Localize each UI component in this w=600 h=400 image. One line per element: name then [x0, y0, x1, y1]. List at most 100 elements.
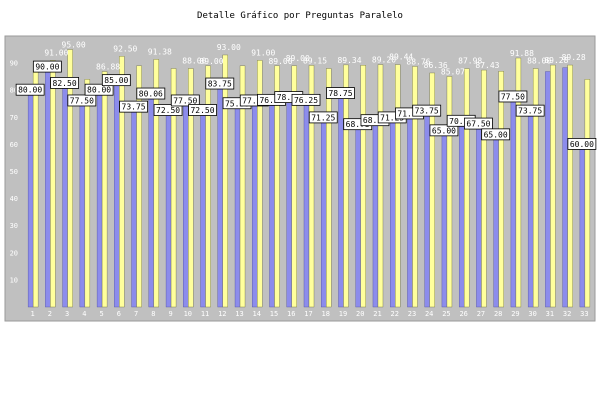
data-label: 89.28	[562, 53, 586, 62]
y-tick-label: 80	[10, 87, 18, 95]
x-tick-label: 21	[373, 310, 381, 318]
x-axis-ticks: 1 2 3 4 5 6 7 8 9 10 11 12 13 14 15 16 17 18 19 20 21 22 23 24 2…	[31, 310, 589, 318]
data-label: 71.25	[397, 109, 421, 118]
data-label-box	[515, 104, 545, 117]
x-tick-label: 28	[494, 310, 502, 318]
bar-series-yellow	[136, 65, 142, 308]
data-label: 78.75	[328, 89, 352, 98]
data-label-box	[101, 74, 131, 87]
x-tick-label: 14	[253, 310, 261, 318]
x-tick-label: 11	[201, 310, 209, 318]
data-label: 77.50	[70, 96, 94, 105]
bar-series-yellow	[153, 59, 160, 308]
data-label: 73.75	[518, 107, 542, 116]
data-label: 68.75	[346, 120, 370, 129]
x-tick-label: 18	[322, 310, 330, 318]
data-label: 90.00	[35, 63, 59, 72]
bar-series-yellow	[481, 69, 487, 308]
data-label: 77.50	[242, 96, 266, 105]
x-tick-label: 32	[563, 310, 571, 318]
x-tick-label: 1	[31, 310, 35, 318]
data-label-box	[67, 94, 97, 107]
plot-background	[4, 35, 596, 322]
bar-series-blue	[269, 100, 275, 308]
x-tick-label: 26	[459, 310, 467, 318]
bar-series-yellow	[377, 64, 384, 308]
bar-series-yellow	[32, 62, 39, 308]
bar-series-blue	[234, 103, 241, 308]
data-label: 88.00	[182, 57, 206, 66]
data-label: 73.75	[122, 103, 146, 112]
bar-series-yellow	[498, 71, 504, 308]
data-label: 89.00	[199, 57, 223, 66]
data-label: 67.50	[466, 120, 490, 129]
bar-series-blue	[79, 96, 86, 308]
bar-series-blue	[217, 79, 223, 308]
data-label: 91.38	[148, 47, 172, 56]
x-tick-label: 31	[546, 310, 554, 318]
bar-series-yellow	[50, 60, 56, 308]
y-tick-label: 20	[10, 249, 18, 257]
y-tick-label: 90	[10, 60, 18, 68]
x-tick-label: 2	[48, 310, 52, 318]
bar-series-yellow	[446, 76, 453, 308]
bar-series-yellow	[274, 65, 280, 308]
y-tick-label: 60	[10, 141, 18, 149]
x-tick-label: 22	[390, 310, 398, 318]
y-tick-label: 10	[10, 276, 18, 284]
x-tick-label: 13	[235, 310, 243, 318]
data-label-box	[567, 137, 597, 150]
data-label: 80.00	[87, 86, 111, 95]
data-label: 82.50	[53, 79, 77, 88]
x-tick-label: 10	[184, 310, 192, 318]
bar-series-yellow	[567, 64, 573, 308]
data-label-box	[498, 90, 528, 103]
x-tick-label: 15	[270, 310, 278, 318]
data-label-box	[136, 87, 166, 100]
bar-series-yellow	[119, 56, 125, 308]
data-label: 72.50	[156, 106, 180, 115]
data-label: 92.50	[113, 44, 137, 53]
data-label: 88.76	[406, 57, 430, 66]
data-label: 65.00	[484, 130, 508, 139]
data-label: 89.20	[372, 56, 396, 65]
data-label: 80.06	[139, 90, 163, 99]
data-label-box	[412, 104, 442, 117]
bar-series-yellow	[188, 68, 194, 308]
data-label: 77.50	[173, 96, 197, 105]
data-label-box	[170, 94, 200, 107]
bar-series-blue	[476, 123, 482, 308]
bar-series-yellow	[343, 64, 349, 308]
bar-series-yellow	[550, 64, 556, 308]
data-label: 93.00	[217, 43, 241, 52]
bar-series-yellow	[463, 68, 470, 308]
data-label: 95.00	[62, 41, 86, 50]
bar-series-blue	[252, 96, 258, 308]
bar-series-yellow	[412, 66, 418, 308]
x-tick-label: 12	[218, 310, 226, 318]
data-label-box	[205, 77, 235, 90]
data-label: 71.25	[311, 113, 335, 122]
data-label: 91.00	[251, 48, 275, 57]
data-label: 89.34	[337, 56, 361, 65]
data-labels-group: 80.0090.0082.5077.5080.0085.0073.7580.06…	[15, 41, 597, 150]
data-label: 85.00	[104, 76, 128, 85]
bar-series-blue	[372, 120, 379, 308]
data-label: 88.00	[527, 57, 551, 66]
bar-series-yellow	[170, 68, 177, 308]
bar-series-blue	[321, 113, 327, 308]
x-tick-label: 23	[408, 310, 416, 318]
bar-series-yellow	[222, 54, 228, 308]
bar-series-blue	[493, 130, 499, 308]
x-tick-label: 30	[528, 310, 536, 318]
data-label: 91.00	[44, 48, 68, 57]
x-tick-label: 8	[151, 310, 155, 318]
bar-series-blue	[441, 130, 448, 308]
data-label: 72.50	[190, 106, 214, 115]
data-label: 73.75	[415, 107, 439, 116]
bar-series-blue	[200, 110, 206, 308]
data-label: 86.36	[424, 61, 448, 70]
data-label-box	[153, 104, 183, 116]
data-label-box	[308, 111, 338, 124]
